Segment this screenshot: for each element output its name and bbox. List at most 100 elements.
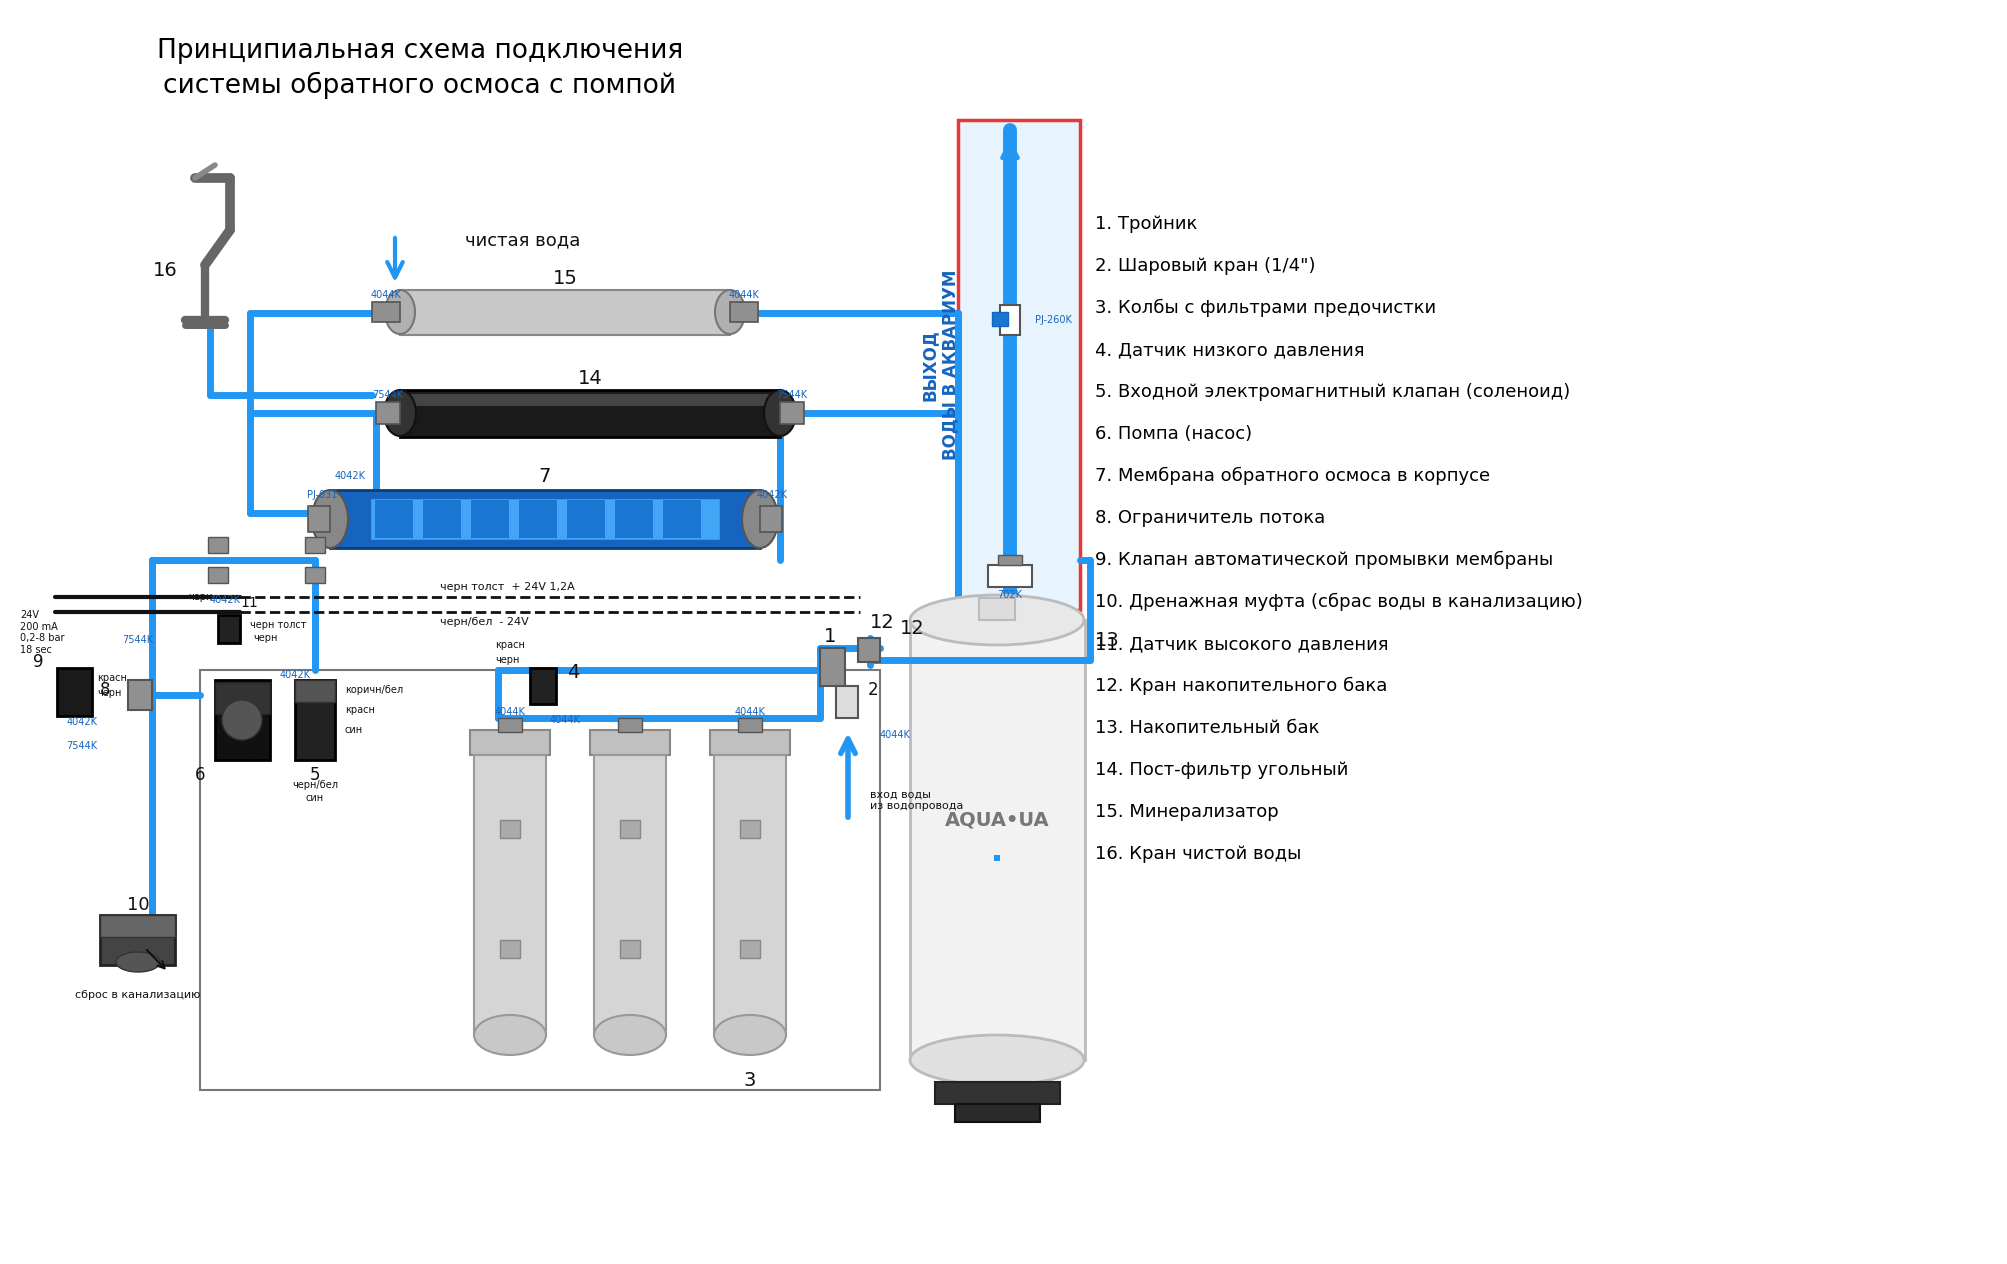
Bar (979, 598, 1014, 621)
Bar (857, 638, 879, 662)
Bar (100, 915, 175, 937)
Bar (987, 565, 1032, 586)
Bar (472, 501, 508, 538)
Text: син: син (345, 726, 363, 734)
Text: 6. Помпа (насос): 6. Помпа (насос) (1094, 425, 1252, 442)
Bar (329, 490, 759, 549)
Text: 6: 6 (195, 766, 205, 784)
Text: PJ-031: PJ-031 (307, 490, 337, 501)
Text: 4042K: 4042K (279, 670, 311, 680)
Text: 7544K: 7544K (371, 391, 403, 399)
Text: 5. Входной электромагнитный клапан (соленоид): 5. Входной электромагнитный клапан (соле… (1094, 383, 1569, 401)
Text: сброс в канализацию: сброс в канализацию (76, 990, 201, 1000)
Text: черн: черн (189, 592, 213, 602)
Bar (470, 731, 550, 755)
Text: 9. Клапан автоматической промывки мембраны: 9. Клапан автоматической промывки мембра… (1094, 551, 1553, 569)
Ellipse shape (116, 952, 161, 972)
Text: 16: 16 (153, 260, 177, 279)
Text: 4042K: 4042K (757, 490, 787, 501)
Text: 7544K: 7544K (122, 635, 153, 645)
Bar (741, 940, 759, 958)
Text: 4. Датчик низкого давления: 4. Датчик низкого давления (1094, 341, 1365, 359)
Text: 4044K: 4044K (879, 731, 911, 739)
Text: 4044K: 4044K (735, 707, 765, 717)
Bar (305, 537, 325, 554)
Text: син: син (305, 793, 323, 803)
Ellipse shape (909, 595, 1084, 645)
Text: 14. Пост-фильтр угольный: 14. Пост-фильтр угольный (1094, 761, 1349, 779)
Text: 13: 13 (1094, 631, 1120, 650)
Bar (498, 718, 522, 732)
Text: черн толст: черн толст (251, 621, 307, 629)
Text: 11. Датчик высокого давления: 11. Датчик высокого давления (1094, 635, 1387, 653)
Text: вход воды
из водопровода: вход воды из водопровода (869, 789, 963, 810)
Bar (405, 394, 775, 406)
Text: 5: 5 (309, 766, 319, 784)
Bar (295, 680, 335, 760)
Bar (369, 498, 721, 540)
Bar (620, 820, 640, 838)
Text: коричн/бел: коричн/бел (345, 685, 403, 695)
Bar (819, 648, 845, 686)
Bar (100, 915, 175, 964)
Bar (474, 755, 546, 1035)
Ellipse shape (474, 1015, 546, 1055)
Text: 7: 7 (538, 466, 550, 485)
Text: черн: черн (96, 688, 120, 698)
Ellipse shape (385, 289, 415, 334)
Bar (739, 718, 761, 732)
Text: ВЫХОД: ВЫХОД (921, 329, 939, 401)
Text: 4042K: 4042K (335, 471, 365, 482)
Bar (991, 312, 1008, 326)
Bar (999, 305, 1020, 335)
Text: 10: 10 (126, 896, 149, 914)
Bar (779, 402, 803, 423)
Text: черн/бел: черн/бел (291, 780, 337, 790)
Text: красн: красн (496, 640, 524, 650)
Text: 11: 11 (241, 597, 257, 611)
Bar (741, 820, 759, 838)
Bar (128, 680, 153, 710)
Text: 14: 14 (578, 369, 602, 388)
Text: 4042K: 4042K (66, 717, 98, 727)
Ellipse shape (311, 490, 347, 549)
Bar (215, 683, 269, 714)
Bar (215, 680, 269, 760)
Text: черн/бел  - 24V: черн/бел - 24V (440, 617, 528, 627)
Text: 4044K: 4044K (371, 289, 401, 300)
Bar (620, 940, 640, 958)
Text: 4042K: 4042K (209, 595, 241, 605)
Text: 1. Тройник: 1. Тройник (1094, 215, 1196, 233)
Bar (500, 820, 520, 838)
Bar (935, 1082, 1060, 1103)
Bar (909, 621, 1084, 1060)
Bar (618, 718, 642, 732)
Text: 3. Колбы с фильтрами предочистки: 3. Колбы с фильтрами предочистки (1094, 300, 1435, 317)
Ellipse shape (714, 1015, 785, 1055)
Text: ВОДЫ В АКВАРИУМ: ВОДЫ В АКВАРИУМ (941, 269, 959, 460)
Ellipse shape (223, 700, 261, 739)
Bar (500, 940, 520, 958)
Text: 8. Ограничитель потока: 8. Ограничитель потока (1094, 509, 1325, 527)
Text: PJ-260K: PJ-260K (1034, 315, 1072, 325)
Text: 3: 3 (743, 1071, 757, 1090)
Text: красн: красн (96, 672, 126, 683)
Text: 1: 1 (823, 627, 835, 646)
Ellipse shape (383, 391, 415, 436)
Text: 7. Мембрана обратного осмоса в корпусе: 7. Мембрана обратного осмоса в корпусе (1094, 466, 1489, 485)
Bar (594, 755, 666, 1035)
Text: красн: красн (345, 705, 375, 715)
Bar (955, 1103, 1040, 1122)
Text: 2. Шаровый кран (1/4"): 2. Шаровый кран (1/4") (1094, 257, 1315, 276)
Text: 12. Кран накопительного бака: 12. Кран накопительного бака (1094, 678, 1387, 695)
Text: 15. Минерализатор: 15. Минерализатор (1094, 803, 1278, 822)
Bar (295, 680, 335, 702)
Text: черн: черн (241, 751, 265, 761)
Ellipse shape (714, 289, 745, 334)
Bar (714, 755, 785, 1035)
Bar (219, 616, 241, 643)
Bar (305, 568, 325, 583)
Bar (399, 391, 779, 437)
Text: 16. Кран чистой воды: 16. Кран чистой воды (1094, 846, 1301, 863)
Text: черн: черн (253, 633, 277, 643)
